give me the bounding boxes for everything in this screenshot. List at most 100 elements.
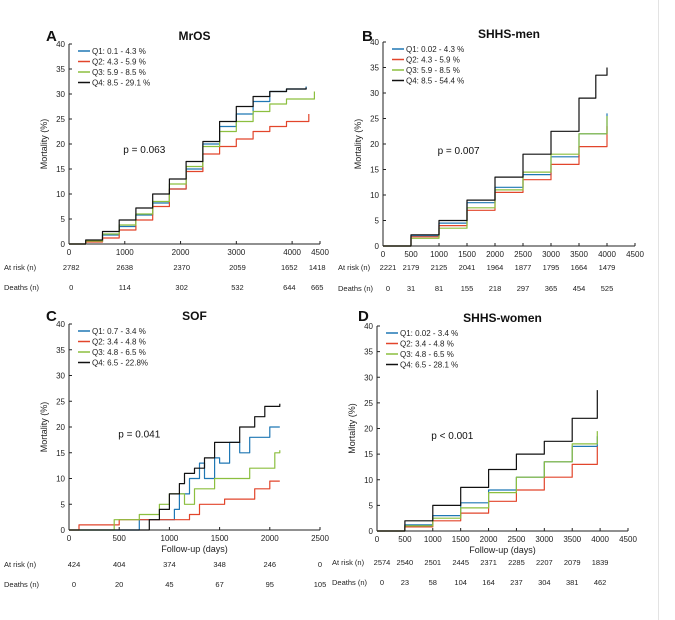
at-risk-value: 2445 [452,558,469,567]
x-tick-label: 3500 [563,535,581,544]
deaths-value: 31 [407,284,415,293]
x-tick-label: 0 [375,535,380,544]
panel-letter: B [362,28,373,45]
deaths-value: 23 [401,578,409,587]
deaths-value: 114 [119,283,131,292]
deaths-value: 0 [72,580,76,589]
at-risk-value: 2540 [397,558,414,567]
x-tick-label: 4500 [626,250,644,259]
legend-label-q2: Q2: 4.3 - 5.9 % [92,58,146,67]
y-tick-label: 15 [370,166,379,175]
at-risk-value: 424 [68,560,81,569]
y-tick-label: 25 [364,399,373,408]
deaths-value: 365 [545,284,558,293]
legend-label-q1: Q1: 0.7 - 3.4 % [92,327,146,336]
y-tick-label: 25 [370,115,379,124]
y-tick-label: 35 [56,65,65,74]
panel-a: A MrOS 0 5 10 15 20 25 30 35 40 0 1000 2000 3000 4000 45… [4,28,329,292]
x-tick-label: 0 [67,534,72,543]
legend-label-q4: Q4: 8.5 - 29.1 % [92,79,150,88]
y-tick-label: 5 [61,500,66,509]
x-tick-label: 0 [381,250,386,259]
at-risk-value: 2179 [403,263,420,272]
x-tick-label: 2500 [508,535,526,544]
deaths-value: 45 [165,580,173,589]
y-tick-label: 0 [375,242,380,251]
p-value-annotation: p = 0.041 [118,429,160,440]
x-tick-label: 2500 [514,250,532,259]
y-tick-label: 30 [364,373,373,382]
at-risk-value: 404 [113,560,126,569]
x-tick-label: 4000 [598,250,616,259]
y-tick-label: 20 [56,423,65,432]
at-risk-value: 1652 [281,263,298,272]
deaths-value: 0 [69,283,73,292]
legend-label-q3: Q3: 5.9 - 8.5 % [92,68,146,77]
deaths-row-label: Deaths (n) [338,284,374,293]
series-line-q4 [69,403,281,531]
legend-label-q4: Q4: 6.5 - 22.8% [92,359,148,368]
x-tick-label: 4500 [311,248,329,257]
y-tick-label: 5 [61,215,66,224]
legend-label-q1: Q1: 0.02 - 4.3 % [406,45,464,54]
y-tick-label: 10 [364,476,373,485]
legend-label-q1: Q1: 0.1 - 4.3 % [92,47,146,56]
series-line-q2 [377,446,598,532]
deaths-value: 237 [510,578,523,587]
at-risk-value: 1964 [487,263,504,272]
x-tick-label: 1000 [430,250,448,259]
x-tick-label: 1500 [211,534,229,543]
y-tick-label: 10 [370,191,379,200]
at-risk-value: 2221 [380,263,397,272]
at-risk-value: 2574 [374,558,391,567]
deaths-row-label: Deaths (n) [4,580,40,589]
legend-label-q3: Q3: 5.9 - 8.5 % [406,66,460,75]
at-risk-value: 2371 [480,558,497,567]
at-risk-value: 1664 [571,263,588,272]
p-value-annotation: p < 0.001 [431,431,473,442]
series-line-q1 [69,86,307,245]
y-tick-label: 0 [61,526,66,535]
y-tick-label: 35 [56,346,65,355]
x-tick-label: 1000 [424,535,442,544]
series-line-q4 [383,67,608,247]
legend-label-q2: Q2: 3.4 - 4.8 % [92,338,146,347]
p-value-annotation: p = 0.007 [438,146,480,157]
at-risk-value: 1877 [515,263,532,272]
x-tick-label: 2000 [172,248,190,257]
at-risk-value: 2125 [431,263,448,272]
deaths-value: 304 [538,578,551,587]
x-tick-label: 1000 [161,534,179,543]
y-tick-label: 5 [375,217,380,226]
y-tick-label: 35 [364,348,373,357]
page-edge-divider [658,0,659,620]
series-line-q3 [377,431,598,532]
y-tick-label: 15 [56,165,65,174]
deaths-value: 525 [601,284,614,293]
deaths-row-label: Deaths (n) [332,578,368,587]
x-tick-label: 1500 [452,535,470,544]
panel-letter: D [358,308,369,325]
y-tick-label: 10 [56,190,65,199]
y-axis-title: Mortality (%) [39,402,49,453]
deaths-value: 58 [429,578,437,587]
deaths-value: 164 [482,578,495,587]
deaths-value: 67 [215,580,223,589]
series-line-q4 [377,390,598,532]
x-tick-label: 2500 [311,534,329,543]
y-tick-label: 15 [364,450,373,459]
x-tick-label: 3500 [570,250,588,259]
at-risk-value: 2370 [173,263,190,272]
legend-label-q2: Q2: 4.3 - 5.9 % [406,56,460,65]
y-tick-label: 40 [56,40,65,49]
at-risk-value: 2079 [564,558,581,567]
panel-d: D SHHS-women 0 5 10 15 20 25 30 35 40 0 500 1000 1500 2… [332,308,637,587]
deaths-value: 644 [283,283,296,292]
x-tick-label: 1000 [116,248,134,257]
y-tick-label: 20 [364,425,373,434]
deaths-value: 0 [386,284,390,293]
deaths-value: 462 [594,578,607,587]
at-risk-row-label: At risk (n) [4,263,37,272]
y-axis-title: Mortality (%) [39,119,49,170]
x-axis-title: Follow-up (days) [469,545,536,555]
